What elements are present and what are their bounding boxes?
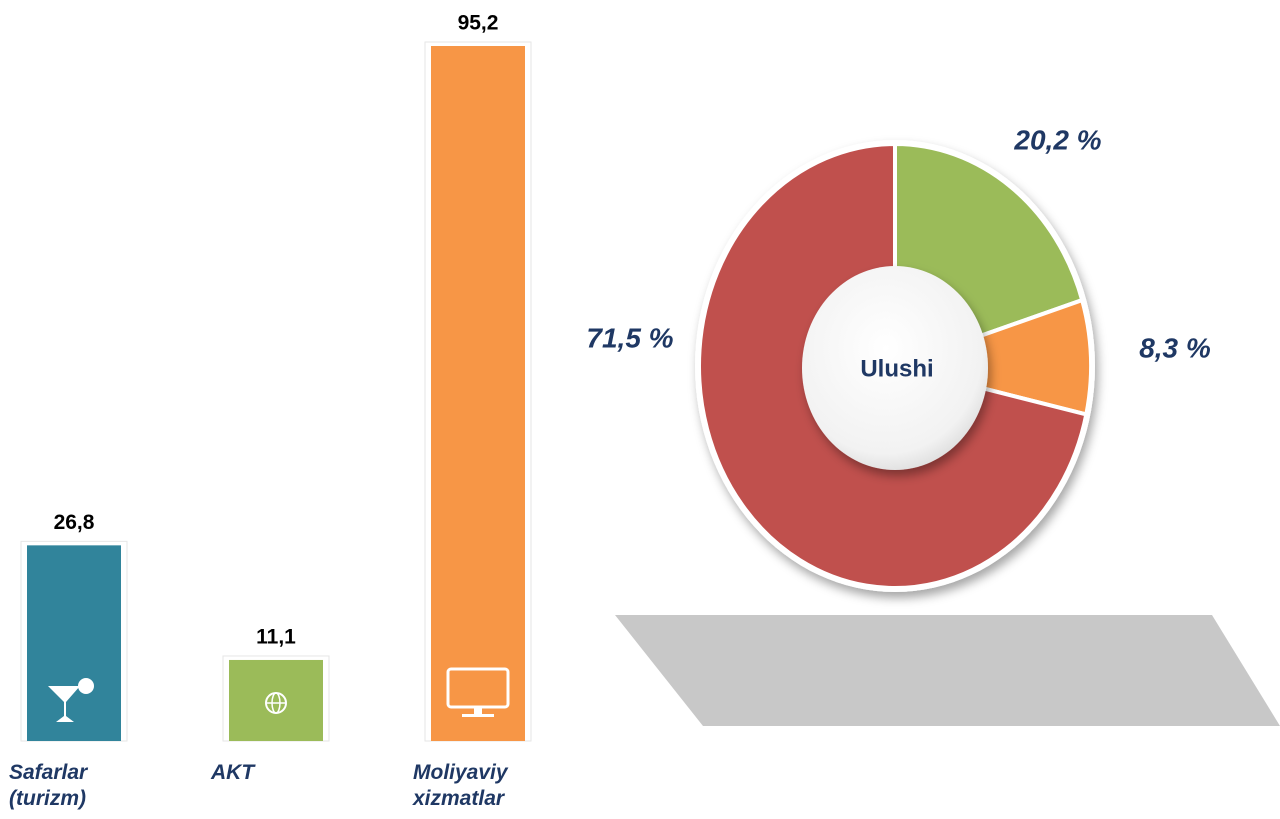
bar [431, 46, 525, 741]
value-label: 8,3 % [1139, 332, 1211, 363]
category-label: Moliyaviy xizmatlar [413, 761, 508, 810]
value-label: 20,2 % [1013, 124, 1101, 155]
value-label: 26,8 [54, 511, 95, 534]
icon [474, 707, 482, 714]
shadow-plane [615, 615, 1280, 726]
donut-chart: 20,2 % 8,3 % 71,5 % Ulushi [586, 124, 1211, 592]
center-label: Ulushi [860, 355, 933, 382]
donut-slice [888, 297, 1093, 417]
icon [462, 714, 494, 717]
category-label: AKT [211, 761, 255, 784]
bar [27, 545, 121, 741]
donut-hole [802, 266, 988, 470]
value-label: 95,2 [458, 12, 499, 35]
icon [78, 678, 94, 694]
category-label: Safarlar (turizm) [9, 761, 88, 810]
value-label: 11,1 [256, 626, 296, 649]
bar-chart: 26,8 11,1 95,2 [20, 12, 532, 742]
bar [229, 659, 323, 741]
value-label: 71,5 % [586, 322, 673, 353]
icon [48, 686, 80, 722]
